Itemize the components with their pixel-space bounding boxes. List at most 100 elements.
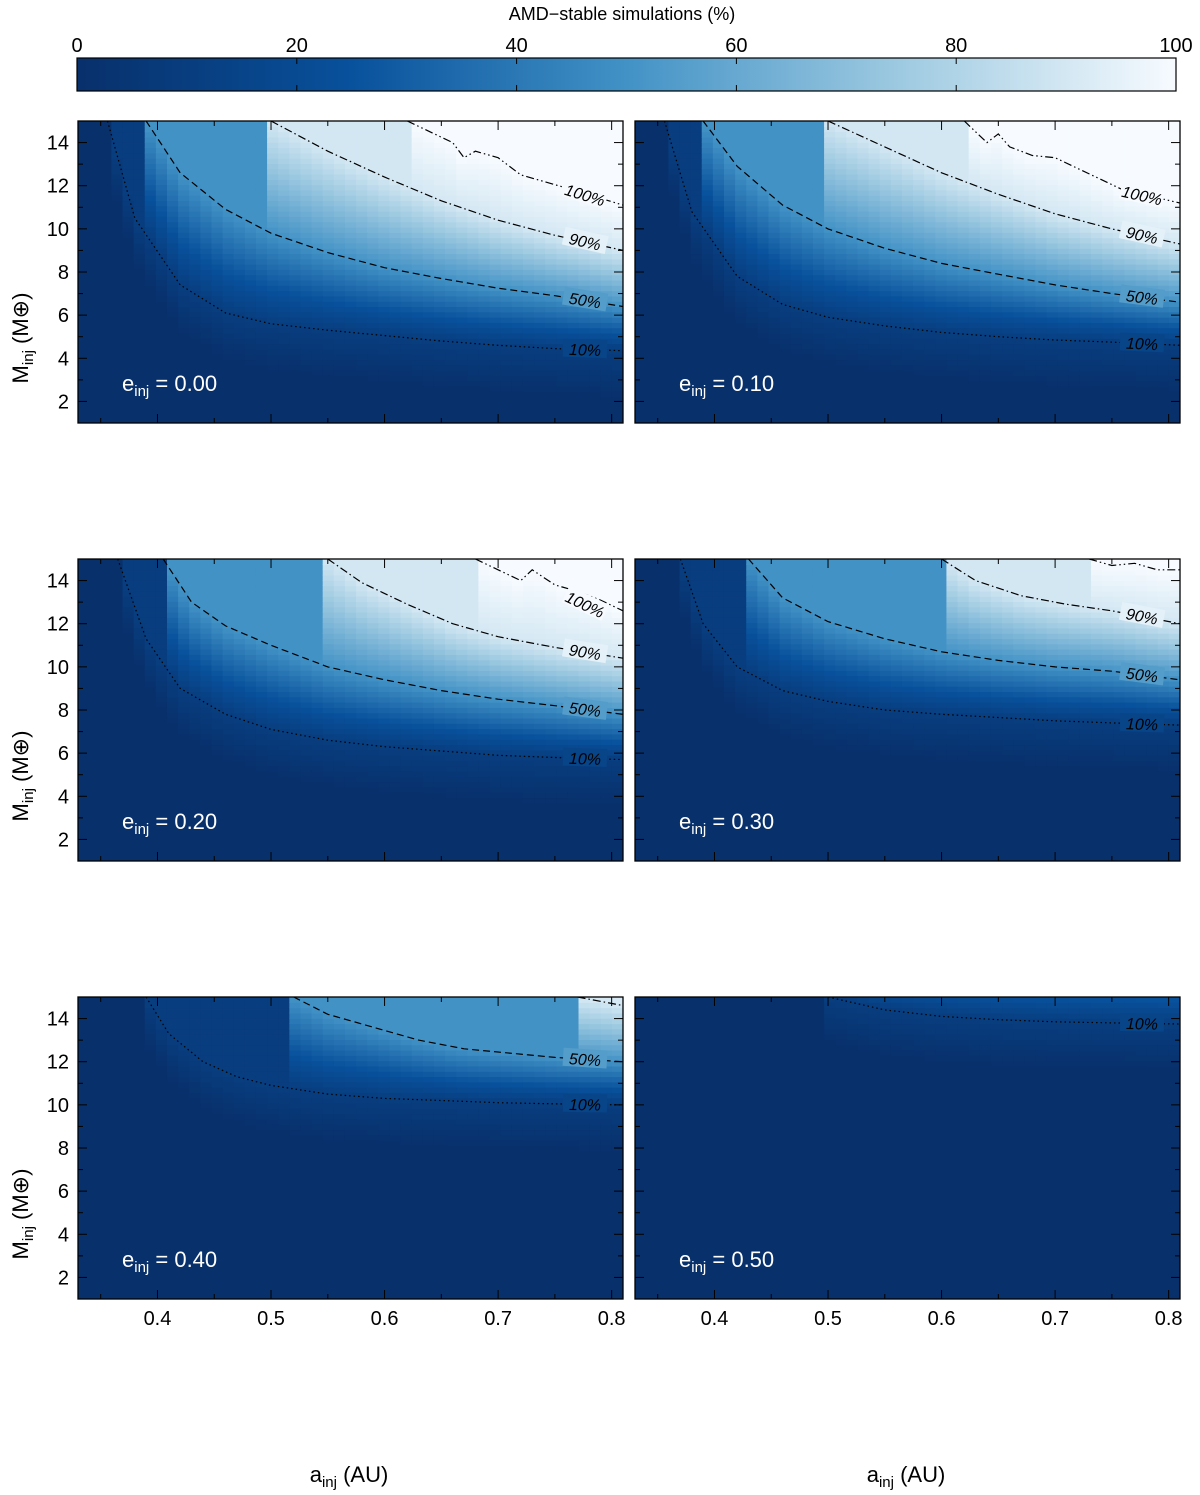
heatmap-cell bbox=[111, 189, 124, 196]
heatmap-cell bbox=[857, 295, 870, 302]
heatmap-cell bbox=[411, 285, 424, 292]
heatmap-cell bbox=[456, 258, 468, 265]
heatmap-cell bbox=[467, 290, 480, 297]
heatmap-cell bbox=[812, 290, 825, 297]
heatmap-cell bbox=[222, 654, 235, 661]
heatmap-cell bbox=[1057, 359, 1070, 366]
heatmap-cell bbox=[178, 285, 190, 292]
heatmap-cell bbox=[178, 696, 190, 703]
heatmap-cell bbox=[835, 248, 847, 255]
heatmap-cell bbox=[222, 205, 235, 212]
heatmap-cell bbox=[489, 237, 502, 244]
heatmap-cell bbox=[211, 301, 224, 308]
heatmap-cell bbox=[701, 200, 714, 207]
heatmap-cell bbox=[522, 253, 535, 260]
heatmap-cell bbox=[846, 253, 859, 260]
heatmap-cell bbox=[611, 285, 623, 292]
heatmap-cell bbox=[578, 306, 591, 313]
heatmap-cell bbox=[757, 221, 770, 228]
heatmap-cell bbox=[244, 659, 257, 666]
heatmap-cell bbox=[1013, 226, 1025, 233]
heatmap-cell bbox=[1046, 306, 1059, 313]
heatmap-cell bbox=[1113, 274, 1125, 281]
heatmap-cell bbox=[790, 237, 803, 244]
heatmap-cell bbox=[1157, 184, 1170, 191]
heatmap-cell bbox=[433, 380, 446, 387]
heatmap-cell bbox=[946, 232, 959, 239]
heatmap-cell bbox=[445, 322, 457, 329]
heatmap-cell bbox=[322, 221, 335, 228]
heatmap-cell bbox=[522, 200, 535, 207]
heatmap-cell bbox=[979, 136, 992, 143]
heatmap-cell bbox=[567, 317, 580, 323]
heatmap-cell bbox=[456, 253, 468, 260]
heatmap-cell bbox=[589, 158, 602, 164]
heatmap-cell bbox=[801, 136, 814, 143]
heatmap-cell bbox=[211, 728, 224, 735]
heatmap-cell bbox=[367, 237, 379, 244]
heatmap-cell bbox=[567, 142, 580, 149]
heatmap-cell bbox=[155, 216, 168, 223]
heatmap-cell bbox=[589, 179, 602, 186]
heatmap-cell bbox=[913, 226, 925, 233]
y-tick-label: 12 bbox=[47, 176, 69, 198]
heatmap-cell bbox=[979, 279, 992, 286]
heatmap-cell bbox=[1079, 142, 1092, 149]
heatmap-cell bbox=[1013, 221, 1025, 228]
heatmap-cell bbox=[846, 184, 859, 191]
heatmap-cell bbox=[1091, 121, 1103, 127]
heatmap-cell bbox=[222, 664, 235, 671]
heatmap-cell bbox=[500, 163, 513, 170]
heatmap-cell bbox=[500, 375, 513, 382]
heatmap-cell bbox=[846, 226, 859, 233]
heatmap-cell bbox=[578, 258, 591, 265]
heatmap-cell bbox=[979, 264, 992, 270]
heatmap-cell bbox=[534, 295, 546, 302]
heatmap-cell bbox=[522, 216, 535, 223]
heatmap-cell bbox=[1168, 173, 1180, 180]
heatmap-cell bbox=[1013, 327, 1025, 334]
heatmap-cell bbox=[200, 216, 213, 223]
heatmap-cell bbox=[289, 168, 302, 175]
heatmap-cell bbox=[356, 343, 368, 350]
heatmap-cell bbox=[1002, 195, 1014, 202]
heatmap-cell bbox=[356, 269, 368, 276]
heatmap-cell bbox=[1146, 322, 1159, 329]
heatmap-cell bbox=[166, 675, 179, 682]
heatmap-cell bbox=[790, 147, 803, 154]
heatmap-cell bbox=[367, 332, 379, 339]
heatmap-cell bbox=[422, 221, 435, 228]
heatmap-cell bbox=[489, 242, 502, 249]
heatmap-cell bbox=[567, 173, 580, 180]
heatmap-cell bbox=[478, 184, 491, 191]
heatmap-cell bbox=[824, 168, 836, 175]
heatmap-cell bbox=[812, 179, 825, 186]
heatmap-cell bbox=[723, 158, 736, 164]
heatmap-cell bbox=[289, 343, 302, 350]
heatmap-cell bbox=[322, 168, 335, 175]
heatmap-cell bbox=[289, 269, 302, 276]
heatmap-cell bbox=[222, 237, 235, 244]
heatmap-cell bbox=[1113, 173, 1125, 180]
heatmap-cell bbox=[356, 179, 368, 186]
heatmap-cell bbox=[1046, 301, 1059, 308]
heatmap-cell bbox=[924, 253, 936, 260]
heatmap-cell bbox=[790, 269, 803, 276]
heatmap-cell bbox=[267, 364, 279, 371]
heatmap-cell bbox=[189, 306, 201, 313]
heatmap-cell bbox=[300, 179, 313, 186]
heatmap-cell bbox=[144, 248, 157, 255]
heatmap-cell bbox=[111, 142, 124, 149]
heatmap-cell bbox=[322, 152, 335, 159]
heatmap-cell bbox=[189, 147, 201, 154]
heatmap-cell bbox=[1024, 332, 1037, 339]
heatmap-cell bbox=[611, 279, 623, 286]
heatmap-cell bbox=[790, 184, 803, 191]
heatmap-cell bbox=[155, 590, 168, 597]
heatmap-cell bbox=[957, 322, 970, 329]
heatmap-cell bbox=[723, 216, 736, 223]
heatmap-cell bbox=[356, 348, 368, 355]
heatmap-cell bbox=[244, 354, 257, 361]
heatmap-cell bbox=[935, 179, 948, 186]
heatmap-cell bbox=[712, 147, 725, 154]
